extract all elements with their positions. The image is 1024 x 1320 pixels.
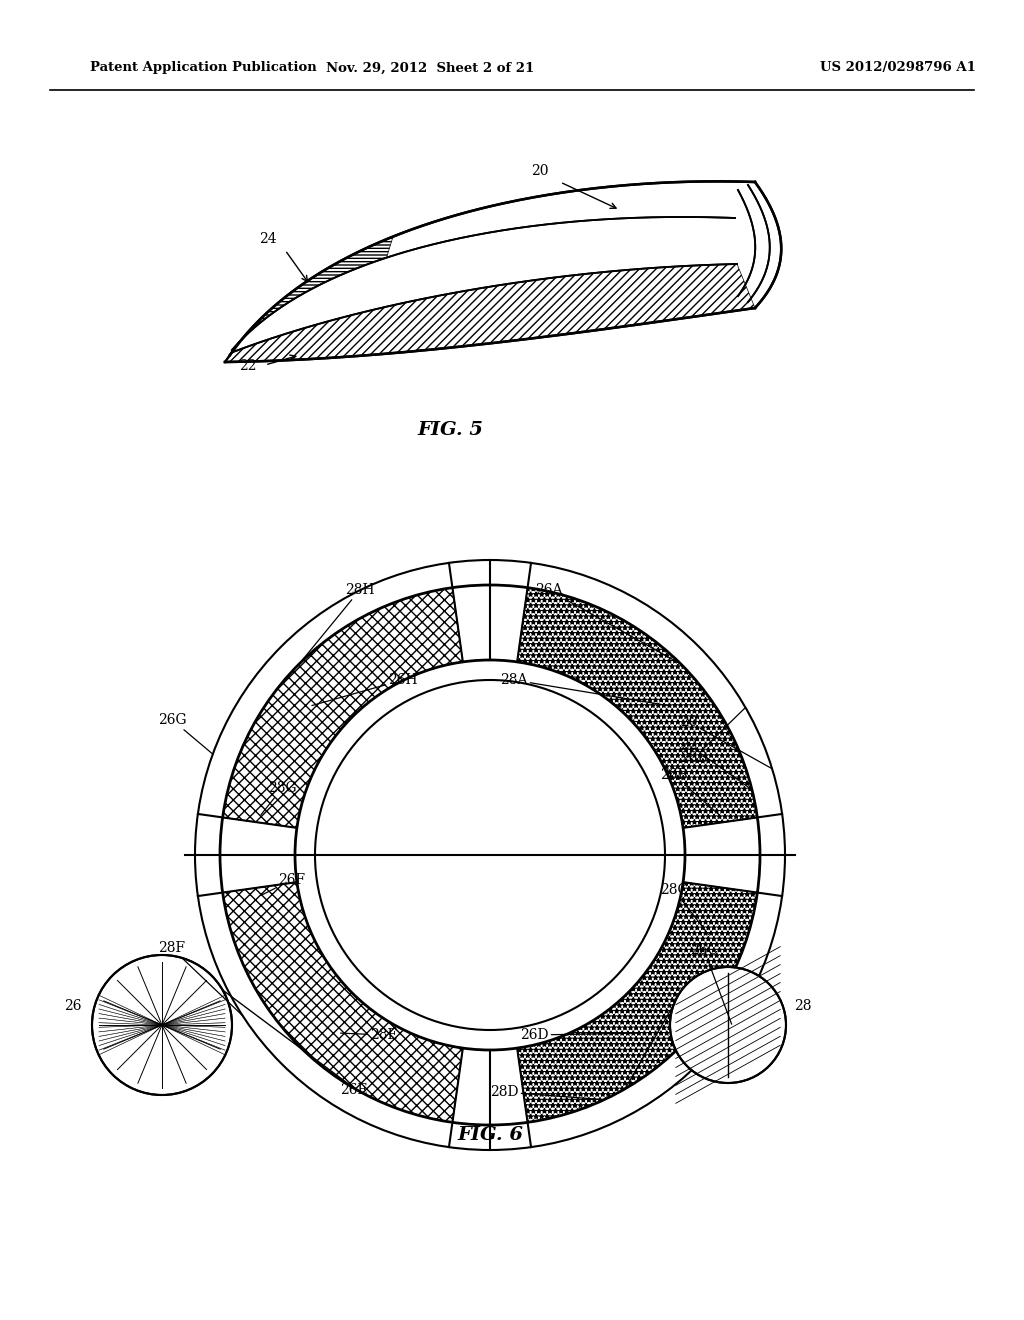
Text: 28H: 28H — [299, 583, 375, 664]
Text: 24: 24 — [259, 232, 276, 246]
Text: 28: 28 — [794, 999, 811, 1012]
Text: 22: 22 — [240, 359, 257, 374]
Circle shape — [92, 954, 232, 1096]
Polygon shape — [222, 882, 463, 1122]
Text: 26C: 26C — [690, 942, 732, 1024]
Polygon shape — [517, 587, 758, 828]
Text: 20: 20 — [680, 715, 772, 768]
Circle shape — [670, 968, 786, 1082]
Text: Nov. 29, 2012  Sheet 2 of 21: Nov. 29, 2012 Sheet 2 of 21 — [326, 62, 535, 74]
Text: 28B: 28B — [680, 708, 745, 766]
Text: 28D: 28D — [490, 1085, 604, 1100]
Text: Patent Application Publication: Patent Application Publication — [90, 62, 316, 74]
Text: 22: 22 — [680, 738, 752, 789]
Text: 28F: 28F — [158, 941, 243, 1015]
Text: 28A: 28A — [500, 673, 668, 706]
Text: 26A: 26A — [535, 583, 681, 664]
Text: FIG. 5: FIG. 5 — [417, 421, 483, 440]
Text: 28E: 28E — [341, 1028, 397, 1041]
Text: FIG. 6: FIG. 6 — [457, 1126, 523, 1144]
Text: 20: 20 — [531, 164, 549, 178]
Polygon shape — [222, 587, 463, 828]
Text: 26E: 26E — [340, 1082, 376, 1100]
Polygon shape — [230, 236, 393, 355]
Text: US 2012/0298796 A1: US 2012/0298796 A1 — [820, 62, 976, 74]
Text: 28G: 28G — [261, 781, 297, 814]
Polygon shape — [517, 882, 758, 1122]
Text: 26G: 26G — [158, 713, 213, 754]
Text: 26B: 26B — [660, 768, 719, 814]
Text: 26H: 26H — [312, 673, 418, 706]
Text: 26D: 26D — [520, 1028, 639, 1041]
Polygon shape — [225, 264, 755, 362]
Text: 26: 26 — [63, 999, 82, 1012]
Text: 26F: 26F — [261, 873, 305, 895]
Text: 28C: 28C — [660, 883, 709, 935]
Polygon shape — [220, 585, 760, 1125]
